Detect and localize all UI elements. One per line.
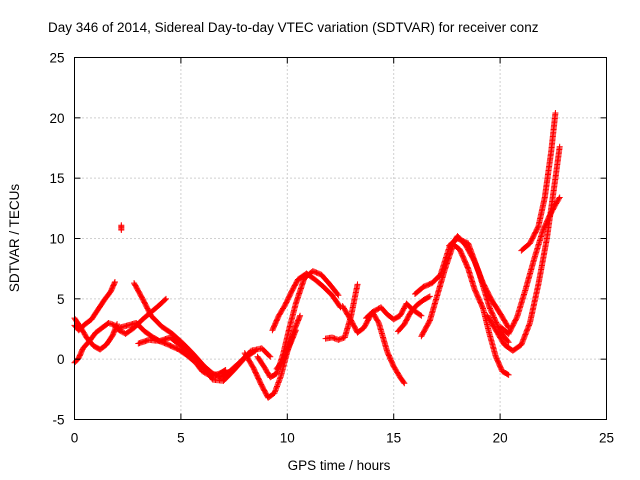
data-point xyxy=(251,348,258,355)
data-point xyxy=(487,306,494,313)
data-point xyxy=(375,318,382,325)
x-axis-label: GPS time / hours xyxy=(288,458,391,473)
y-tick-label: 5 xyxy=(57,292,65,307)
series-track-p xyxy=(418,241,512,378)
data-point xyxy=(335,292,342,299)
data-point xyxy=(162,296,169,303)
x-tick-label: 15 xyxy=(386,431,401,446)
data-point xyxy=(491,315,498,322)
data-point xyxy=(111,280,118,287)
series-track-c xyxy=(71,315,121,353)
data-point xyxy=(426,318,433,325)
y-tick-label: 25 xyxy=(49,51,64,66)
y-axis-label: SDTVAR / TECUs xyxy=(7,184,22,293)
chart-title: Day 346 of 2014, Sidereal Day-to-day VTE… xyxy=(48,20,539,35)
series-track-q xyxy=(411,233,512,331)
data-point xyxy=(522,330,529,337)
data-point xyxy=(555,195,562,202)
series-track-k xyxy=(273,327,299,372)
data-point xyxy=(492,318,499,325)
data-point xyxy=(111,278,118,285)
data-point xyxy=(523,327,530,334)
data-point xyxy=(521,334,528,341)
data-point xyxy=(522,331,529,338)
data-point xyxy=(401,380,408,387)
series-track-t xyxy=(497,194,563,337)
data-point xyxy=(504,371,511,378)
data-point xyxy=(118,222,125,229)
series-track-m xyxy=(339,300,425,336)
data-point xyxy=(518,340,525,347)
series-track-u xyxy=(518,110,559,254)
data-point xyxy=(487,305,494,312)
data-point xyxy=(490,313,497,320)
x-tick-label: 0 xyxy=(71,431,79,446)
data-point xyxy=(518,341,525,348)
data-point xyxy=(534,224,541,231)
y-tick-label: 0 xyxy=(57,352,65,367)
x-tick-label: 10 xyxy=(280,431,295,446)
series-track-o xyxy=(394,293,433,335)
data-point xyxy=(552,110,559,117)
data-point xyxy=(526,321,533,328)
y-tick-label: -5 xyxy=(52,413,64,428)
x-tick-label: 5 xyxy=(177,431,185,446)
data-marks xyxy=(71,110,563,401)
data-point xyxy=(488,308,495,315)
data-point xyxy=(252,347,259,354)
data-point xyxy=(525,323,532,330)
x-tick-label: 20 xyxy=(493,431,508,446)
data-point xyxy=(418,312,425,319)
data-point xyxy=(524,325,531,332)
x-tick-label: 25 xyxy=(599,431,614,446)
data-point xyxy=(266,352,273,359)
grid-lines xyxy=(74,57,607,420)
series-track-e xyxy=(114,295,170,337)
series-track-r xyxy=(446,235,512,346)
series-track-i xyxy=(254,268,342,381)
data-point xyxy=(267,353,274,360)
data-point xyxy=(505,339,512,346)
data-point xyxy=(519,337,526,344)
data-point xyxy=(521,332,528,339)
axis-ticks: 0 5 10 15 20 25 -5 0 5 10 15 20 25 xyxy=(49,51,614,446)
data-point xyxy=(426,293,433,300)
series-track-n xyxy=(363,309,408,387)
data-point xyxy=(519,339,526,346)
data-point xyxy=(525,322,532,329)
data-point xyxy=(520,336,527,343)
data-point xyxy=(354,281,361,288)
y-tick-label: 10 xyxy=(49,232,64,247)
data-point xyxy=(400,379,407,386)
series-outlier xyxy=(118,222,125,234)
series-track-j xyxy=(269,270,344,334)
data-point xyxy=(488,309,495,316)
data-point xyxy=(297,312,304,319)
data-point xyxy=(479,304,486,311)
data-point xyxy=(489,311,496,318)
data-point xyxy=(556,143,563,150)
data-point xyxy=(334,291,341,298)
data-point xyxy=(490,314,497,321)
data-point xyxy=(556,194,563,201)
data-point xyxy=(163,295,170,302)
data-point xyxy=(524,326,531,333)
data-point xyxy=(505,371,512,378)
data-point xyxy=(292,327,299,334)
data-point xyxy=(523,328,530,335)
plot-frame xyxy=(74,57,607,420)
data-point xyxy=(489,310,496,317)
data-point xyxy=(486,304,493,311)
data-point xyxy=(425,294,432,301)
data-point xyxy=(504,338,511,345)
y-tick-label: 20 xyxy=(49,111,64,126)
data-point xyxy=(417,311,424,318)
series-track-l xyxy=(322,281,361,343)
y-tick-label: 15 xyxy=(49,171,64,186)
data-point xyxy=(520,335,527,342)
data-point xyxy=(513,315,520,322)
data-point xyxy=(492,316,499,323)
